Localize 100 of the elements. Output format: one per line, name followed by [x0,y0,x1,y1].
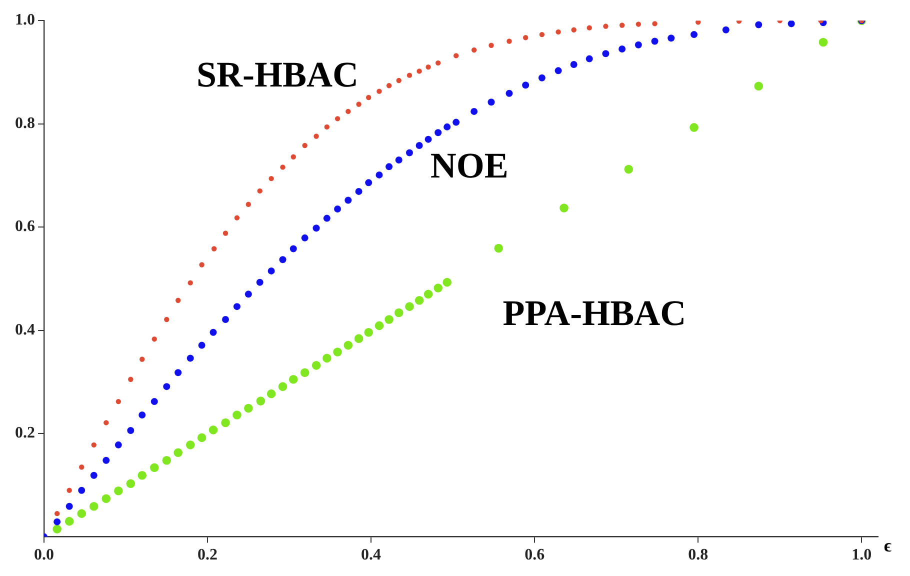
point [395,156,402,164]
point [66,488,72,493]
point [334,206,342,213]
point [346,108,351,114]
point [416,68,422,74]
point [54,510,60,516]
point [406,149,413,156]
point [280,164,286,170]
point [114,441,122,448]
point [126,479,136,488]
point [64,516,74,526]
point [651,38,658,45]
point [208,426,218,434]
point [89,502,98,511]
point [78,486,86,494]
point [668,34,675,42]
point [556,29,561,35]
point [394,308,404,318]
point [221,418,230,428]
point [624,164,634,174]
point [434,129,442,136]
point [374,321,384,330]
point [554,67,562,74]
point [354,334,364,343]
series-label: PPA-HBAC [502,293,686,334]
point [416,142,423,150]
point [175,298,181,303]
y-tick-label: 1.0 [15,12,35,29]
point [522,35,528,40]
point [211,246,217,252]
point [127,426,134,434]
point [344,340,353,350]
point [162,456,172,465]
point [266,389,276,398]
point [755,21,762,28]
point [246,202,252,207]
point [278,382,288,391]
x-tick-label: 0.8 [688,546,708,564]
point [618,45,626,52]
point [405,302,414,311]
point [79,464,84,470]
point [66,502,73,510]
point [602,50,610,58]
point [116,398,122,404]
point [754,82,764,91]
point [386,163,393,170]
point [222,316,230,323]
point [384,315,394,324]
point [188,280,193,286]
x-tick-label: 0.2 [198,546,218,564]
point [690,123,698,132]
point [386,83,392,88]
point [186,354,194,362]
point [234,215,240,220]
point [522,82,530,89]
point [164,316,170,322]
point [163,383,170,390]
point [636,22,642,27]
point [174,369,182,376]
point [322,354,332,363]
point [279,256,286,264]
point [452,118,460,126]
y-tick-label: 0.4 [15,321,35,338]
point [424,290,433,299]
x-tick-label: 0.0 [34,546,54,564]
point [571,27,576,32]
point [344,196,352,204]
point [268,176,274,182]
point [128,376,134,382]
point [434,284,443,292]
point [138,411,146,418]
point [302,142,308,148]
point [365,179,372,186]
point [257,188,262,194]
point [104,420,109,426]
x-tick-label: 0.4 [361,546,382,564]
point [506,90,513,97]
point [52,524,62,534]
point [652,21,658,26]
point [376,171,383,178]
point [90,472,98,479]
point [364,328,374,337]
point [355,188,362,195]
point [198,342,206,349]
point [91,442,96,448]
point [396,78,402,84]
point [288,374,298,384]
point [152,336,157,342]
point [199,262,204,268]
point [560,204,568,212]
point [323,214,330,222]
point [197,433,206,442]
point [436,60,441,66]
point [488,42,494,48]
point [506,38,512,44]
point [232,410,242,420]
point [539,32,545,38]
y-tick-label: 0.6 [15,218,35,236]
point [54,518,61,526]
point [494,244,504,253]
